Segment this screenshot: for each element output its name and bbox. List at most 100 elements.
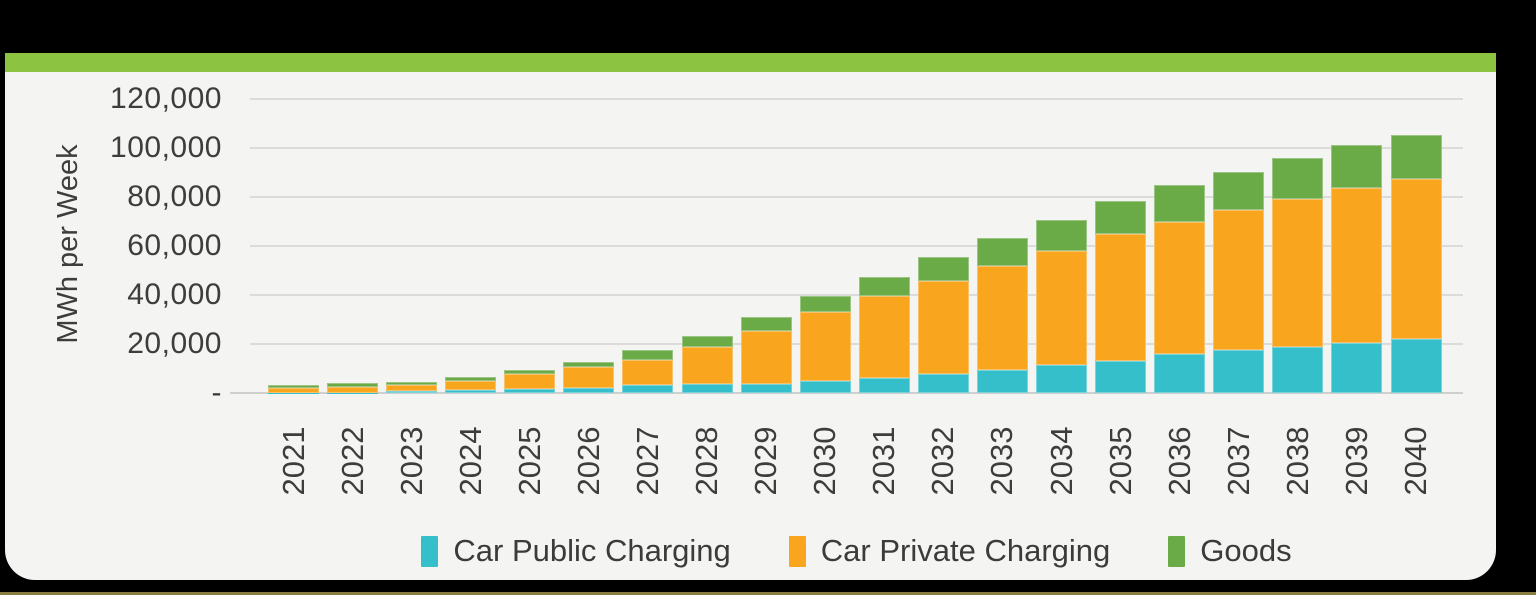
bar-column-2027 [622, 350, 674, 393]
bar-segment-car-private-charging [1331, 188, 1383, 344]
bar-segment-goods [740, 316, 792, 331]
x-axis-label: 2028 [689, 426, 725, 496]
bar-segment-car-public-charging [1331, 343, 1383, 393]
header-accent-bar [5, 53, 1496, 72]
bar-segment-goods [622, 350, 674, 360]
bar-segment-car-private-charging [268, 387, 319, 393]
bar-column-2037 [1213, 171, 1265, 393]
bar-segment-car-public-charging [976, 370, 1028, 393]
x-axis-label: 2034 [1043, 426, 1079, 496]
bar-segment-car-public-charging [917, 373, 969, 393]
gridline [250, 98, 1463, 100]
x-axis-label: 2037 [1220, 426, 1256, 496]
x-axis-label: 2035 [1102, 426, 1138, 496]
bar-segment-car-private-charging [386, 384, 438, 392]
bar-column-2029 [740, 316, 792, 393]
bar-segment-car-public-charging [1095, 361, 1147, 393]
bar-column-2036 [1154, 185, 1206, 393]
bar-segment-goods [799, 296, 851, 313]
x-axis-label: 2040 [1398, 426, 1434, 496]
legend-label: Car Private Charging [820, 533, 1111, 568]
bar-segment-car-private-charging [858, 296, 910, 379]
bar-segment-car-private-charging [504, 374, 556, 389]
x-axis-label: 2026 [570, 426, 606, 496]
bar-segment-car-public-charging [1390, 338, 1442, 393]
bar-segment-goods [681, 336, 733, 348]
x-axis-label: 2029 [748, 426, 784, 496]
bar-segment-goods [386, 381, 438, 385]
x-axis-label: 2036 [1161, 426, 1197, 496]
bar-segment-goods [1154, 185, 1206, 223]
bar-segment-goods [1095, 201, 1147, 234]
bar-segment-car-public-charging [1272, 347, 1324, 393]
bar-segment-car-private-charging [1154, 222, 1206, 354]
legend-swatch [788, 535, 806, 567]
x-axis-label: 2023 [393, 426, 429, 496]
bar-column-2026 [563, 362, 615, 393]
bar-segment-car-public-charging [858, 378, 910, 393]
bar-segment-car-private-charging [799, 312, 851, 382]
bar-segment-goods [268, 384, 319, 388]
x-axis-label: 2038 [1279, 426, 1315, 496]
bar-segment-goods [1036, 219, 1088, 251]
bar-segment-goods [563, 362, 615, 368]
x-axis-label: 2030 [807, 426, 843, 496]
bar-segment-car-public-charging [1036, 365, 1088, 393]
bar-column-2022 [327, 383, 379, 393]
bar-segment-goods [327, 383, 379, 387]
bar-segment-car-private-charging [1036, 250, 1088, 366]
legend-swatch [1168, 535, 1186, 567]
gridline [250, 245, 1463, 247]
bar-segment-car-private-charging [445, 381, 497, 390]
bar-segment-car-private-charging [917, 280, 969, 374]
bar-segment-car-public-charging [740, 383, 792, 393]
bar-segment-car-private-charging [740, 330, 792, 384]
bar-segment-goods [858, 276, 910, 297]
bar-column-2033 [976, 238, 1028, 393]
bar-segment-car-private-charging [327, 386, 379, 393]
gridline [250, 196, 1463, 198]
bar-column-2021 [268, 384, 319, 393]
bar-segment-car-public-charging [622, 384, 674, 393]
bar-segment-car-private-charging [976, 265, 1028, 371]
bar-segment-goods [1331, 145, 1383, 189]
bar-segment-car-private-charging [563, 367, 615, 388]
bar-column-2040 [1390, 135, 1442, 393]
bar-segment-goods [1390, 135, 1442, 179]
bar-segment-car-public-charging [1154, 353, 1206, 393]
y-axis-tick-label: 60,000 [127, 229, 222, 262]
bar-column-2038 [1272, 157, 1324, 393]
y-axis-tick-label: 120,000 [110, 82, 222, 115]
bar-segment-goods [1272, 157, 1324, 200]
bar-column-2030 [799, 296, 851, 393]
bar-segment-goods [445, 376, 497, 382]
bar-segment-car-private-charging [1213, 209, 1265, 351]
bar-segment-goods [1213, 171, 1265, 210]
bar-segment-car-private-charging [622, 359, 674, 385]
bar-segment-car-public-charging [681, 384, 733, 393]
legend-label: Car Public Charging [453, 533, 731, 568]
bar-column-2032 [917, 257, 969, 393]
bar-segment-car-public-charging [386, 391, 438, 393]
legend-swatch [421, 535, 439, 567]
y-axis-tick-label: 20,000 [127, 327, 222, 360]
x-axis-label: 2021 [275, 426, 311, 496]
gridline [250, 147, 1463, 149]
bottom-accent-line [0, 592, 1536, 595]
x-axis-label: 2022 [334, 426, 370, 496]
x-axis-label: 2025 [511, 426, 547, 496]
bar-column-2031 [858, 276, 910, 393]
bar-segment-car-public-charging [799, 381, 851, 393]
bar-column-2025 [504, 369, 556, 393]
y-axis-tick-label: - [211, 376, 222, 409]
bar-column-2035 [1095, 201, 1147, 393]
bar-segment-car-public-charging [1213, 350, 1265, 393]
bar-segment-car-private-charging [1272, 199, 1324, 348]
bar-column-2034 [1036, 219, 1088, 393]
bar-column-2024 [445, 376, 497, 393]
x-axis-label: 2032 [925, 426, 961, 496]
legend-label: Goods [1200, 533, 1292, 568]
x-axis-label: 2027 [629, 426, 665, 496]
bar-segment-car-private-charging [681, 347, 733, 385]
